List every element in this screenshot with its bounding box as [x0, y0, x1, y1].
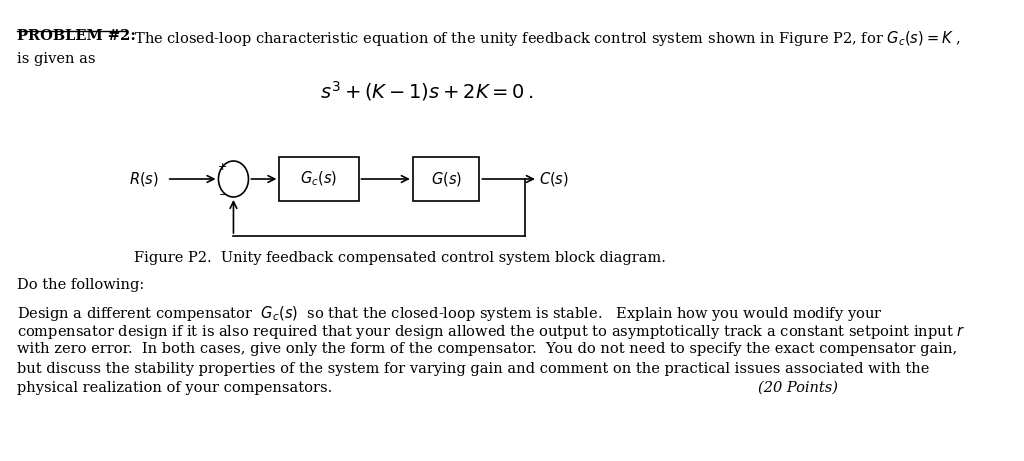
Text: −: −: [219, 190, 228, 200]
Text: (20 Points): (20 Points): [758, 381, 838, 395]
Text: Design a different compensator  $G_c(s)$  so that the closed-loop system is stab: Design a different compensator $G_c(s)$ …: [16, 304, 883, 323]
Text: $G_c(s)$: $G_c(s)$: [300, 170, 338, 188]
FancyBboxPatch shape: [413, 157, 479, 201]
Text: compensator design if it is also required that your design allowed the output to: compensator design if it is also require…: [16, 323, 965, 341]
Text: +: +: [218, 162, 227, 172]
Text: $R(s)$: $R(s)$: [129, 170, 159, 188]
Text: The closed-loop characteristic equation of the unity feedback control system sho: The closed-loop characteristic equation …: [125, 29, 961, 48]
Text: $s^3 + (K-1)s + 2K = 0\,.$: $s^3 + (K-1)s + 2K = 0\,.$: [321, 79, 534, 103]
Text: Figure P2.  Unity feedback compensated control system block diagram.: Figure P2. Unity feedback compensated co…: [134, 251, 667, 265]
Text: PROBLEM #2:: PROBLEM #2:: [16, 29, 135, 43]
Text: $C(s)$: $C(s)$: [539, 170, 568, 188]
FancyBboxPatch shape: [280, 157, 358, 201]
Text: $G(s)$: $G(s)$: [430, 170, 462, 188]
Text: with zero error.  In both cases, give only the form of the compensator.  You do : with zero error. In both cases, give onl…: [16, 343, 956, 356]
Text: is given as: is given as: [16, 52, 95, 66]
Text: physical realization of your compensators.: physical realization of your compensator…: [16, 381, 332, 395]
Text: Do the following:: Do the following:: [16, 278, 144, 292]
Text: but discuss the stability properties of the system for varying gain and comment : but discuss the stability properties of …: [16, 361, 929, 376]
